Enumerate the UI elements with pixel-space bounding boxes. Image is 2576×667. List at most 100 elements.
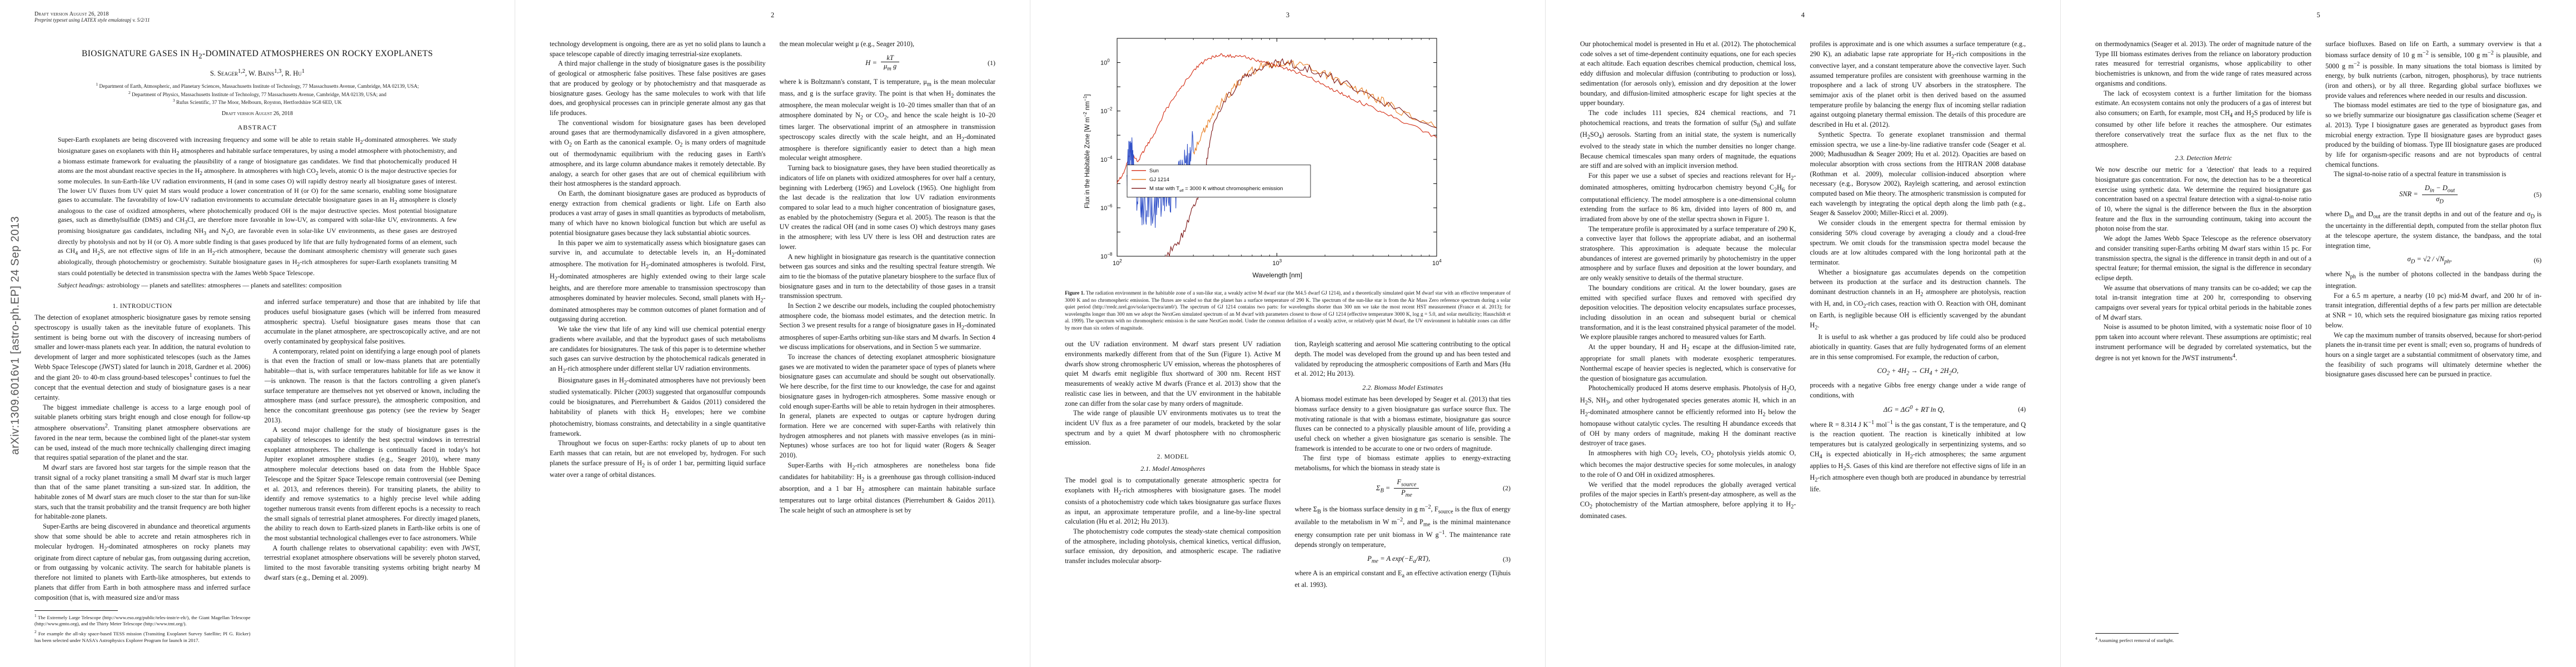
body-paragraph: on thermodynamics (Seager et al. 2013). … bbox=[2095, 40, 2311, 87]
y-tick-label: 10−8 bbox=[1100, 252, 1113, 260]
body-paragraph: We consider clouds in the emergent spect… bbox=[1810, 219, 2026, 266]
body-paragraph: profiles is approximate and is one which… bbox=[1810, 40, 2026, 129]
body-paragraph: Super-Earths with H2-rich atmospheres ar… bbox=[779, 461, 996, 515]
body-paragraph: proceeds with a negative Gibbs free ener… bbox=[1810, 381, 2026, 399]
body-paragraph: the mean molecular weight μ (e.g., Seage… bbox=[779, 40, 915, 48]
page-3: 3 102 103 104 10−8 10−6 10−4 10−2 100 Sun GJ 1214… bbox=[1030, 0, 1546, 667]
body-paragraph: and inferred surface temperature) and th… bbox=[264, 298, 481, 345]
equation: Pme = A exp(−Ea/RT), (3) bbox=[1295, 555, 1511, 565]
body-paragraph: We now describe our metric for a 'detect… bbox=[2095, 166, 2311, 233]
equation-number: (5) bbox=[2534, 190, 2542, 198]
body-paragraph: At the upper boundary, H and H2 escape a… bbox=[1580, 343, 1796, 382]
body-paragraph: Noise is assumed to be photon limited, w… bbox=[2095, 323, 2311, 362]
equation: σD = √2 / √Nph, (6) bbox=[2325, 255, 2542, 265]
equation-body: Pme = A exp(−Ea/RT), bbox=[1367, 554, 1431, 565]
body-paragraph: A second major challenge for the study o… bbox=[264, 426, 481, 542]
body-paragraph: The lack of ecosystem context is a furth… bbox=[2095, 89, 2311, 148]
body-paragraph: We adopt the James Webb Space Telescope … bbox=[2095, 235, 2311, 282]
page-number: 2 bbox=[770, 11, 775, 19]
x-axis-label: Wavelength [nm] bbox=[1253, 271, 1303, 279]
equation: CO2 + 4H2 → CH4 + 2H2O, bbox=[1810, 367, 2026, 377]
body-paragraph: out the UV radiation environment. M dwar… bbox=[1065, 340, 1281, 407]
subject-headings-text: astrobiology — planets and satellites: a… bbox=[106, 281, 342, 289]
equation-body: H = kT μm g bbox=[780, 54, 988, 73]
footnote-rule bbox=[2095, 633, 2179, 634]
footnote-line: 2 For example the all-sky space-based TE… bbox=[34, 629, 251, 644]
body-paragraph: To increase the chances of detecting exo… bbox=[779, 353, 996, 460]
body-paragraph: Super-Earths are being discovered in abu… bbox=[34, 522, 251, 601]
page4-columns: Our photochemical model is presented in … bbox=[1580, 39, 2026, 646]
x-tick-label: 103 bbox=[1273, 258, 1282, 267]
body-paragraph: A new highlight in biosignature gas rese… bbox=[779, 252, 996, 300]
body-paragraph: Whether a biosignature gas accumulates d… bbox=[1810, 268, 2026, 331]
subject-headings: Subject headings: astrobiology — planets… bbox=[58, 281, 457, 290]
page5-columns: on thermodynamics (Seager et al. 2013). … bbox=[2095, 39, 2542, 646]
body-paragraph: The signal-to-noise ratio of a spectral … bbox=[2334, 170, 2507, 178]
series-gj-1214 bbox=[1193, 59, 1437, 155]
body-paragraph: Biosignature gases in H2-dominated atmos… bbox=[550, 376, 766, 437]
body-paragraph: A biomass model estimate has been develo… bbox=[1294, 395, 1511, 452]
y-tick-label: 10−6 bbox=[1100, 203, 1113, 212]
body-paragraph: M dwarf stars are favored host star targ… bbox=[34, 463, 251, 521]
legend-label: M star with Teff​ = 3000 K without chrom… bbox=[1149, 186, 1283, 193]
y-axis-label: Flux in the Habitable Zone [W m−2​ nm−1​… bbox=[1083, 94, 1091, 208]
body-paragraph: We verified that the model reproduces th… bbox=[1580, 480, 1796, 520]
y-tick-label: 10−4 bbox=[1100, 155, 1113, 163]
body-paragraph: We assume that observations of many tran… bbox=[2095, 283, 2311, 321]
equation: ΣB = Fsource Pme (2) bbox=[1295, 478, 1511, 499]
page3-right-column: tion, Rayleigh scattering and aerosol Mi… bbox=[1295, 340, 1511, 646]
equation-body: ΣB = Fsource Pme bbox=[1295, 478, 1503, 499]
page2-columns: technology development is ongoing, there… bbox=[550, 39, 995, 646]
body-paragraph: The photochemistry code computes the ste… bbox=[1065, 527, 1281, 565]
body-paragraph: where A is an empirical constant and Ea … bbox=[1294, 569, 1511, 589]
paper-title: BIOSIGNATURE GASES IN H2-DOMINATED ATMOS… bbox=[81, 49, 434, 61]
page4-right-column: profiles is approximate and is one which… bbox=[1810, 39, 2026, 646]
figure-1: 102 103 104 10−8 10−6 10−4 10−2 100 Sun GJ 1214 M … bbox=[1080, 32, 1511, 286]
abstract-heading: ABSTRACT bbox=[237, 123, 277, 131]
page-1: arXiv:1309.6016v1 [astro-ph.EP] 24 Sep 2… bbox=[0, 0, 515, 667]
body-paragraph: Turning back to biosignature gases, they… bbox=[779, 164, 996, 251]
body-paragraph: The conventional wisdom for biosignature… bbox=[550, 118, 766, 188]
typeset-note-line: Preprint typeset using LATEX style emula… bbox=[34, 18, 150, 23]
equation-number: (6) bbox=[2534, 256, 2542, 264]
body-paragraph: tion, Rayleigh scattering and aerosol Mi… bbox=[1294, 340, 1511, 378]
plot-frame bbox=[1117, 38, 1437, 257]
figure-1-caption: Figure 1. The radiation environment in t… bbox=[1065, 290, 1511, 332]
body-paragraph: Photochemically produced H atoms deserve… bbox=[1580, 384, 1796, 447]
y-tick-label: 10−2 bbox=[1100, 107, 1113, 115]
figure-1-caption-text: The radiation environment in the habitab… bbox=[1065, 291, 1511, 331]
legend-label: Sun bbox=[1149, 168, 1159, 174]
page3-columns: out the UV radiation environment. M dwar… bbox=[1065, 340, 1511, 646]
equation-body: CO2 + 4H2 → CH4 + 2H2O, bbox=[1877, 366, 1959, 377]
body-paragraph: The biggest immediate challenge is acces… bbox=[34, 403, 251, 462]
legend-box bbox=[1127, 165, 1311, 198]
abstract-text: Super-Earth exoplanets are being discove… bbox=[58, 135, 457, 277]
body-paragraph: On Earth, the dominant biosignature gase… bbox=[550, 190, 766, 237]
page-2: 2 technology development is ongoing, the… bbox=[515, 0, 1030, 667]
author-line: S. Seager1,2, W. Bains1,3, R. Hu1 bbox=[210, 68, 305, 78]
page-4: 4 Our photochemical model is presented i… bbox=[1546, 0, 2061, 667]
page1-columns: 1. INTRODUCTION The detection of exoplane… bbox=[34, 297, 480, 646]
footnote-line: 1 The Extremely Large Telescope (http://… bbox=[34, 613, 251, 627]
body-paragraph: The temperature profile is approximated … bbox=[1580, 225, 1796, 282]
equation-number: (4) bbox=[2018, 405, 2026, 414]
body-paragraph: A third major challenge in the study of … bbox=[550, 59, 766, 117]
body-paragraph: where Din and Dout are the transit depth… bbox=[2325, 210, 2542, 250]
arxiv-stamp: arXiv:1309.6016v1 [astro-ph.EP] 24 Sep 2… bbox=[9, 216, 22, 455]
body-paragraph: A contemporary, related point on identif… bbox=[264, 347, 481, 424]
body-paragraph: where R = 8.314 J K−1 mol−1 is the gas c… bbox=[1810, 419, 2026, 494]
equation-number: (3) bbox=[1503, 555, 1511, 564]
body-paragraph: A fourth challenge relates to observatio… bbox=[264, 544, 481, 581]
page-number: 5 bbox=[2316, 11, 2320, 19]
body-paragraph: In this paper we aim to systematically a… bbox=[550, 238, 766, 323]
page3-left-column: out the UV radiation environment. M dwar… bbox=[1065, 340, 1281, 646]
x-tick-label: 104 bbox=[1432, 258, 1442, 267]
section-heading: 1. INTRODUCTION bbox=[112, 303, 172, 310]
equation-body: σD = √2 / √Nph, bbox=[2407, 255, 2452, 265]
body-paragraph: The wide range of plausible UV environme… bbox=[1065, 409, 1281, 447]
footnote-line: 4 Assuming perfect removal of starlight. bbox=[2095, 636, 2174, 644]
equation-body: ΔG = ΔG0 + RT ln Q, bbox=[1883, 405, 1945, 414]
equation-body: SNR = Din − Dout σD bbox=[2325, 184, 2534, 205]
